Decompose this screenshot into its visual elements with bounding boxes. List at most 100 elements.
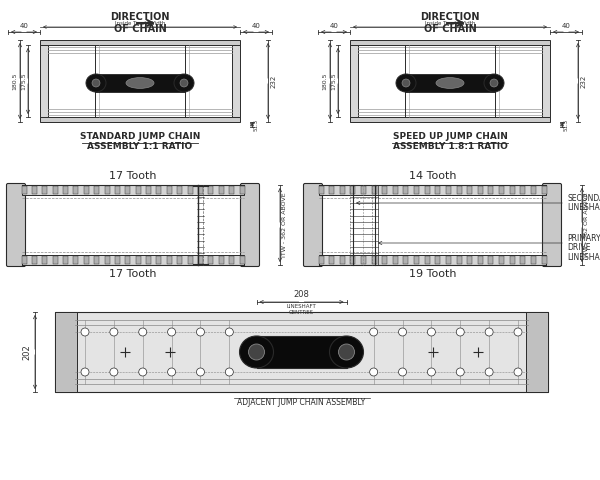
Bar [63, 256, 68, 264]
Bar [84, 186, 89, 194]
Text: ASSEMBLY 1:1 RATIO: ASSEMBLY 1:1 RATIO [88, 142, 193, 151]
Bar [329, 186, 334, 194]
Bar [177, 186, 182, 194]
Text: 232: 232 [581, 74, 587, 88]
Bar [40, 117, 240, 122]
Bar [22, 255, 244, 265]
Text: 17 Tooth: 17 Tooth [109, 171, 157, 181]
Bar [219, 186, 224, 194]
Text: 180.5: 180.5 [322, 72, 327, 90]
Bar [499, 256, 504, 264]
Bar [457, 186, 461, 194]
Bar [22, 185, 244, 195]
Bar [542, 256, 547, 264]
Text: 202: 202 [22, 344, 31, 360]
Bar [40, 40, 240, 45]
Bar [63, 186, 68, 194]
Circle shape [180, 79, 188, 87]
Bar [239, 256, 245, 264]
Bar [136, 186, 140, 194]
Text: 175.5: 175.5 [331, 72, 336, 90]
Bar [371, 186, 377, 194]
Bar [104, 186, 110, 194]
Bar [350, 256, 355, 264]
Bar [350, 40, 550, 45]
Bar [488, 186, 493, 194]
Text: LINESHAFT
CENTRES: LINESHAFT CENTRES [287, 304, 316, 315]
Bar [208, 186, 214, 194]
Circle shape [139, 328, 147, 336]
Bar [382, 256, 387, 264]
Bar [232, 45, 240, 117]
Bar [73, 186, 79, 194]
Bar [403, 186, 409, 194]
Bar [146, 256, 151, 264]
FancyBboxPatch shape [304, 183, 323, 266]
Bar [319, 255, 546, 265]
Bar [319, 185, 546, 195]
Text: Inside Track Width: Inside Track Width [115, 21, 165, 26]
Text: 14 Tooth: 14 Tooth [409, 171, 456, 181]
Bar [361, 256, 366, 264]
Bar [125, 256, 130, 264]
Bar [167, 186, 172, 194]
Ellipse shape [126, 78, 154, 88]
Circle shape [196, 328, 205, 336]
Circle shape [398, 328, 407, 336]
Bar [219, 256, 224, 264]
Circle shape [514, 328, 522, 336]
Bar [382, 186, 387, 194]
Circle shape [427, 368, 436, 376]
Text: ITW - 362 OR ABOVE: ITW - 362 OR ABOVE [584, 192, 589, 257]
Circle shape [167, 368, 176, 376]
Text: 40: 40 [251, 23, 260, 29]
Bar [340, 186, 345, 194]
Text: 40: 40 [562, 23, 571, 29]
FancyBboxPatch shape [542, 183, 562, 266]
Circle shape [456, 368, 464, 376]
Text: STANDARD JUMP CHAIN: STANDARD JUMP CHAIN [80, 132, 200, 141]
Text: 40: 40 [329, 23, 338, 29]
Bar [425, 186, 430, 194]
Bar [478, 186, 483, 194]
Bar [157, 186, 161, 194]
Circle shape [427, 328, 436, 336]
Circle shape [456, 328, 464, 336]
Text: ITW - 362 OR ABOVE: ITW - 362 OR ABOVE [282, 192, 287, 257]
Bar [414, 256, 419, 264]
Text: 51.5: 51.5 [564, 119, 569, 131]
Circle shape [196, 368, 205, 376]
Bar [257, 336, 347, 368]
Bar [208, 256, 214, 264]
Bar [198, 186, 203, 194]
Bar [22, 186, 26, 194]
Bar [542, 186, 547, 194]
Circle shape [167, 328, 176, 336]
Bar [403, 256, 409, 264]
Bar [488, 256, 493, 264]
Bar [414, 186, 419, 194]
Bar [104, 256, 110, 264]
Bar [95, 74, 185, 92]
Bar [350, 45, 358, 117]
Bar [55, 312, 77, 392]
Bar [40, 45, 48, 117]
Bar [94, 256, 99, 264]
Bar [319, 256, 323, 264]
Bar [73, 256, 79, 264]
Text: DIRECTION
OF CHAIN: DIRECTION OF CHAIN [110, 12, 170, 34]
Circle shape [338, 344, 355, 360]
Bar [53, 186, 58, 194]
Circle shape [514, 368, 522, 376]
Circle shape [92, 79, 100, 87]
Circle shape [398, 368, 407, 376]
Bar [467, 256, 472, 264]
Text: ADJACENT JUMP CHAIN ASSEMBLY: ADJACENT JUMP CHAIN ASSEMBLY [238, 398, 365, 407]
Circle shape [81, 368, 89, 376]
Circle shape [110, 368, 118, 376]
Bar [531, 186, 536, 194]
Circle shape [490, 79, 498, 87]
Bar [239, 186, 245, 194]
Bar [55, 312, 548, 392]
Bar [405, 74, 495, 92]
